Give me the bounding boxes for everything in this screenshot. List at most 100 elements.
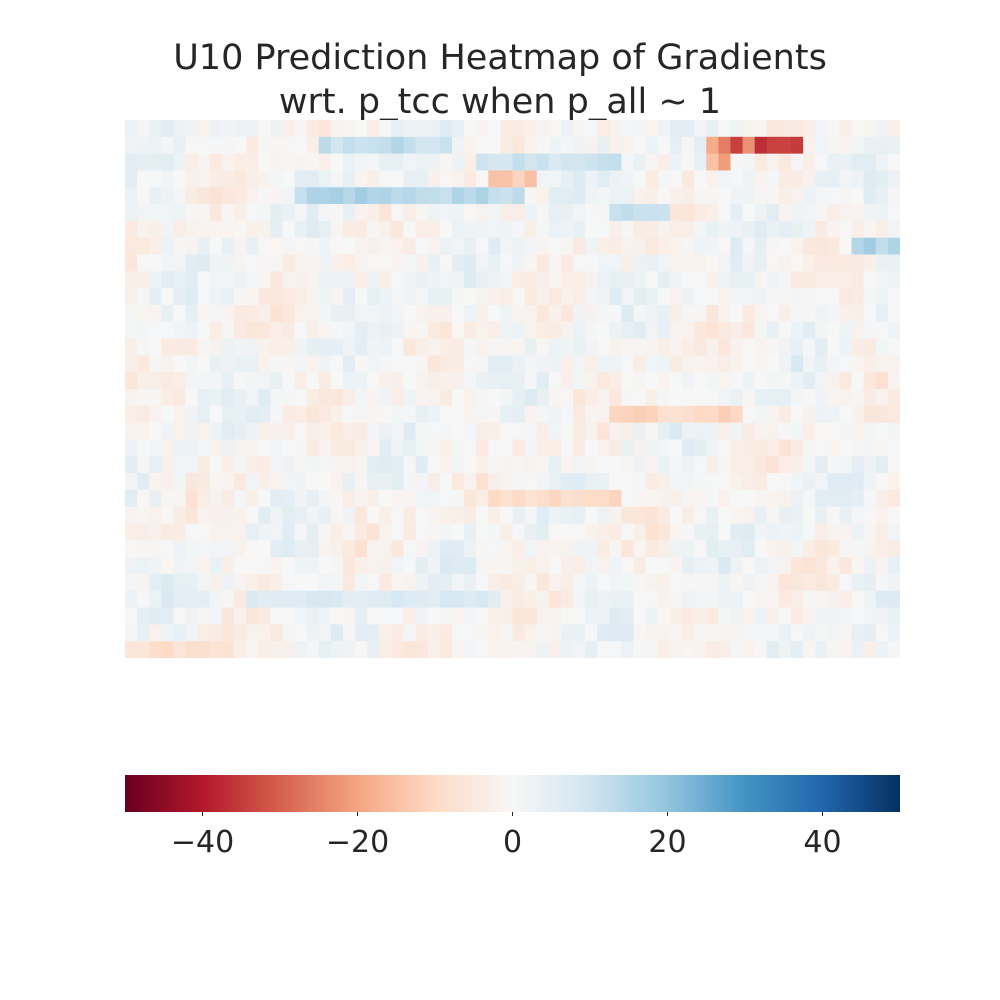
heatmap-cell: [827, 288, 840, 306]
heatmap-cell: [185, 304, 199, 323]
heatmap-cell: [682, 237, 695, 255]
heatmap-cell: [887, 338, 900, 356]
heatmap-cell: [403, 120, 417, 138]
heatmap-cell: [233, 254, 247, 272]
heatmap-cell: [270, 271, 283, 289]
heatmap-cell: [185, 456, 199, 474]
heatmap-cell: [512, 389, 526, 407]
heatmap-cell: [391, 607, 404, 625]
heatmap-cell: [633, 607, 647, 625]
heatmap-cell: [754, 439, 768, 457]
heatmap-cell: [258, 237, 271, 255]
heatmap-cell: [573, 590, 586, 608]
heatmap-cell: [778, 120, 792, 138]
heatmap-cell: [742, 439, 756, 457]
heatmap-cell: [621, 187, 634, 205]
heatmap-cell: [512, 641, 526, 658]
heatmap-cell: [439, 422, 453, 440]
heatmap-cell: [851, 304, 865, 323]
heatmap-cell: [742, 136, 756, 155]
heatmap-cell: [815, 624, 828, 642]
heatmap-cell: [246, 187, 259, 205]
heatmap-cell: [706, 355, 719, 373]
heatmap-cell: [524, 641, 538, 658]
heatmap-cell: [560, 389, 574, 407]
heatmap-cell: [778, 590, 792, 608]
heatmap-cell: [355, 136, 368, 155]
heatmap-cell: [379, 321, 392, 339]
heatmap-cell: [342, 590, 356, 608]
heatmap-cell: [669, 523, 683, 541]
heatmap-cell: [439, 405, 453, 424]
heatmap-cell: [597, 624, 610, 642]
heatmap-cell: [863, 573, 877, 592]
heatmap-cell: [221, 489, 235, 508]
heatmap-cell: [355, 439, 368, 457]
heatmap-cell: [887, 120, 900, 138]
heatmap-cell: [379, 422, 392, 440]
heatmap-cell: [137, 321, 150, 339]
heatmap-cell: [197, 624, 211, 642]
heatmap-cell: [875, 607, 889, 625]
heatmap-cell: [161, 641, 174, 658]
heatmap-cell: [185, 523, 199, 541]
heatmap-cell: [270, 439, 283, 457]
heatmap-cell: [669, 540, 683, 558]
heatmap-cell: [149, 389, 162, 407]
heatmap-cell: [815, 489, 828, 508]
heatmap-cell: [718, 254, 731, 272]
heatmap-cell: [585, 237, 598, 255]
heatmap-cell: [355, 254, 368, 272]
heatmap-cell: [233, 372, 247, 390]
heatmap-cell: [415, 422, 429, 440]
heatmap-cell: [488, 456, 501, 474]
heatmap-cell: [500, 321, 513, 339]
heatmap-cell: [694, 355, 707, 373]
heatmap-cell: [270, 389, 283, 407]
heatmap-cell: [609, 136, 622, 155]
heatmap-cell: [209, 254, 223, 272]
heatmap-cell: [125, 506, 138, 524]
heatmap-cell: [548, 187, 562, 205]
heatmap-cell: [270, 355, 283, 373]
heatmap-cell: [887, 355, 900, 373]
heatmap-cell: [246, 439, 259, 457]
heatmap-cell: [391, 489, 404, 508]
heatmap-cell: [197, 136, 211, 155]
heatmap-cell: [233, 624, 247, 642]
heatmap-cell: [282, 237, 295, 255]
heatmap-cell: [488, 187, 501, 205]
heatmap-cell: [791, 439, 804, 457]
heatmap-cell: [197, 489, 211, 508]
heatmap-cell: [415, 389, 429, 407]
heatmap-cell: [379, 473, 392, 491]
heatmap-cell: [427, 489, 441, 508]
heatmap-cell: [791, 288, 804, 306]
heatmap-cell: [803, 204, 816, 222]
heatmap-cell: [706, 120, 719, 138]
heatmap-cell: [839, 288, 852, 306]
heatmap-cell: [730, 204, 743, 222]
heatmap-cell: [742, 573, 756, 592]
heatmap-cell: [766, 641, 780, 658]
heatmap-cell: [718, 540, 731, 558]
heatmap-cell: [633, 389, 647, 407]
heatmap-cell: [197, 170, 211, 188]
heatmap-cell: [125, 523, 138, 541]
heatmap-cell: [633, 304, 647, 323]
heatmap-cell: [451, 405, 465, 424]
heatmap-cell: [221, 254, 235, 272]
heatmap-cell: [682, 573, 695, 592]
heatmap-cell: [476, 254, 489, 272]
heatmap-cell: [754, 506, 768, 524]
heatmap-cell: [742, 237, 756, 255]
heatmap-cell: [645, 641, 659, 658]
heatmap-cell: [294, 506, 308, 524]
heatmap-cell: [294, 304, 308, 323]
heatmap-cell: [464, 641, 477, 658]
heatmap-cell: [573, 624, 586, 642]
heatmap-cell: [633, 321, 647, 339]
heatmap-cell: [439, 389, 453, 407]
heatmap-cell: [258, 506, 271, 524]
heatmap-cell: [233, 573, 247, 592]
